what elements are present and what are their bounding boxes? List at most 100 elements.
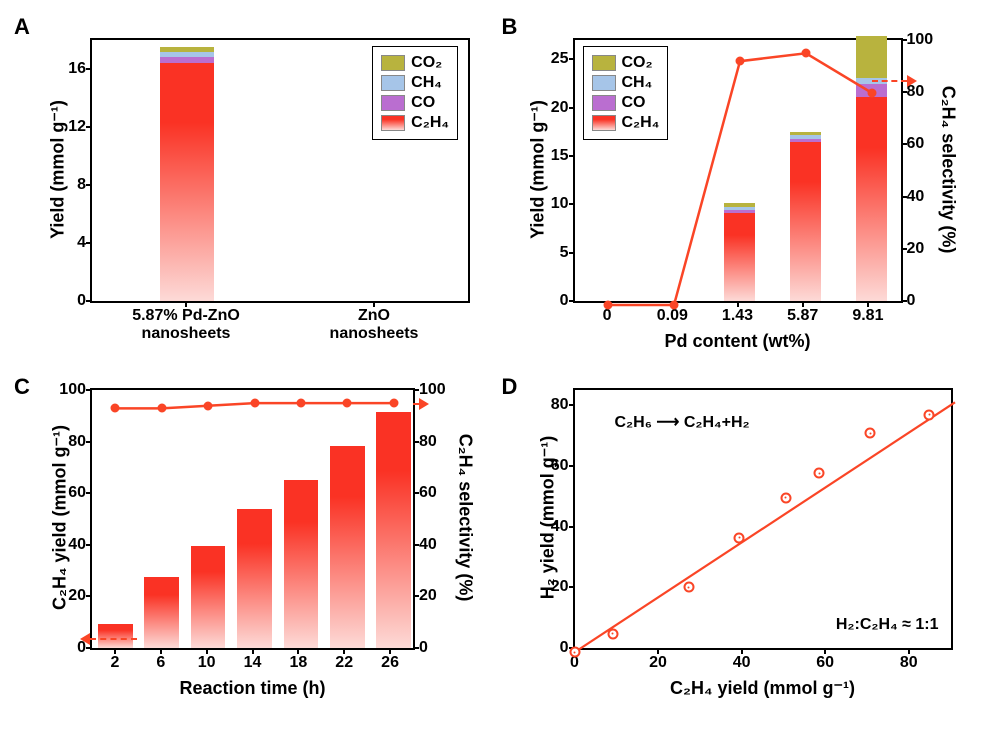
legend-item-CH4: CH₄ — [592, 74, 660, 92]
y-tick: 0 — [46, 292, 86, 310]
legend-swatch — [592, 75, 616, 91]
axis-label: Yield (mmol g⁻¹) — [527, 69, 548, 269]
axis-label: C₂H₄ yield (mmol g⁻¹) — [50, 403, 71, 633]
y-tick: 0 — [529, 292, 569, 310]
x-tick: 40 — [733, 654, 751, 672]
x-tick: 1.43 — [722, 307, 753, 325]
selectivity-marker — [735, 57, 744, 66]
legend-item-C2H4: C₂H₄ — [381, 114, 449, 132]
legend-item-CO: CO — [592, 94, 660, 112]
bar-stack — [856, 36, 888, 301]
bar-stack — [790, 132, 822, 301]
arrow-head-icon — [419, 398, 429, 410]
arrow-head-icon — [80, 633, 90, 645]
legend-label: CH₄ — [622, 74, 653, 92]
y2-tick: 80 — [419, 433, 459, 451]
x-tick: 5.87 — [787, 307, 818, 325]
x-tick: 20 — [649, 654, 667, 672]
legend-item-CH4: CH₄ — [381, 74, 449, 92]
legend-label: CO₂ — [622, 54, 653, 72]
x-tick: 22 — [335, 654, 353, 672]
legend-label: CO — [411, 94, 435, 112]
selectivity-marker — [801, 49, 810, 58]
x-tick: 6 — [156, 654, 165, 672]
scatter-marker — [569, 647, 580, 658]
y-tick: 100 — [46, 381, 86, 399]
legend-swatch — [381, 115, 405, 131]
dashed-arrow — [872, 80, 907, 82]
x-tick: 26 — [381, 654, 399, 672]
axis-label: Reaction time (h) — [90, 678, 415, 699]
yield-bar — [330, 446, 365, 648]
legend-item-C2H4: C₂H₄ — [592, 114, 660, 132]
selectivity-marker — [296, 399, 305, 408]
bar-seg-C2H4 — [856, 97, 888, 301]
legend-label: CO — [622, 94, 646, 112]
selectivity-marker — [250, 399, 259, 408]
legend-label: C₂H₄ — [622, 114, 660, 132]
selectivity-marker — [111, 404, 120, 413]
selectivity-marker — [157, 404, 166, 413]
legend-swatch — [592, 115, 616, 131]
selectivity-marker — [343, 399, 352, 408]
selectivity-marker — [669, 301, 678, 310]
legend: CO₂ CH₄ CO C₂H₄ — [372, 46, 458, 140]
yield-bar — [284, 480, 319, 648]
x-tick: 9.81 — [852, 307, 883, 325]
plot-area: 051015202502040608010000.091.435.879.81C… — [573, 38, 903, 303]
legend-label: CO₂ — [411, 54, 442, 72]
scatter-marker — [814, 468, 825, 479]
x-tick: 5.87% Pd-ZnOnanosheets — [132, 307, 240, 344]
axis-label: C₂H₄ selectivity (%) — [937, 69, 958, 269]
y2-tick: 40 — [419, 536, 459, 554]
panel-d: D 020406080020406080C₂H₆ ⟶ C₂H₄+H₂H₂:C₂H… — [498, 370, 976, 720]
axis-label: Yield (mmol g⁻¹) — [48, 69, 69, 269]
legend-swatch — [381, 55, 405, 71]
selectivity-marker — [867, 89, 876, 98]
axis-label: Pd content (wt%) — [573, 331, 903, 352]
yield-bar — [237, 509, 272, 648]
y2-tick: 0 — [419, 639, 459, 657]
x-tick: ZnOnanosheets — [330, 307, 419, 344]
plot-area: 020406080100020406080100261014182226 — [90, 388, 415, 650]
scatter-marker — [734, 532, 745, 543]
axis-label: H₂ yield (mmol g⁻¹) — [537, 408, 558, 628]
y2-tick: 100 — [907, 31, 947, 49]
plot-area: 020406080020406080C₂H₆ ⟶ C₂H₄+H₂H₂:C₂H₄ … — [573, 388, 953, 650]
y2-tick: 20 — [419, 587, 459, 605]
legend-label: CH₄ — [411, 74, 442, 92]
x-tick: 18 — [289, 654, 307, 672]
x-tick: 10 — [198, 654, 216, 672]
panel-b: B 051015202502040608010000.091.435.879.8… — [498, 10, 976, 360]
legend-swatch — [381, 95, 405, 111]
plot-area: 04812165.87% Pd-ZnOnanosheetsZnOnanoshee… — [90, 38, 470, 303]
arrow-head-icon — [907, 75, 917, 87]
axis-label: C₂H₄ selectivity (%) — [455, 408, 476, 628]
annot-ratio: H₂:C₂H₄ ≈ 1:1 — [836, 616, 939, 634]
legend-swatch — [381, 75, 405, 91]
y2-tick: 100 — [419, 381, 459, 399]
legend-item-CO2: CO₂ — [592, 54, 660, 72]
legend-item-CO: CO — [381, 94, 449, 112]
scatter-marker — [924, 409, 935, 420]
panel-a-label: A — [14, 14, 30, 40]
scatter-marker — [865, 428, 876, 439]
yield-bar — [144, 577, 179, 648]
legend-label: C₂H₄ — [411, 114, 449, 132]
legend-swatch — [592, 55, 616, 71]
annot-equation: C₂H₆ ⟶ C₂H₄+H₂ — [615, 412, 750, 432]
bar-seg-CO2 — [856, 36, 888, 78]
scatter-marker — [607, 628, 618, 639]
y2-tick: 0 — [907, 292, 947, 310]
selectivity-marker — [389, 399, 398, 408]
panel-c: C 020406080100020406080100261014182226C₂… — [10, 370, 488, 720]
legend-swatch — [592, 95, 616, 111]
axis-label: C₂H₄ yield (mmol g⁻¹) — [573, 678, 953, 699]
y-tick: 25 — [529, 50, 569, 68]
scatter-marker — [683, 582, 694, 593]
bar-stack — [160, 47, 213, 301]
yield-bar — [191, 546, 226, 648]
bar-seg-C2H4 — [790, 142, 822, 301]
yield-bar — [98, 624, 133, 648]
panel-a: A 04812165.87% Pd-ZnOnanosheetsZnOnanosh… — [10, 10, 488, 360]
